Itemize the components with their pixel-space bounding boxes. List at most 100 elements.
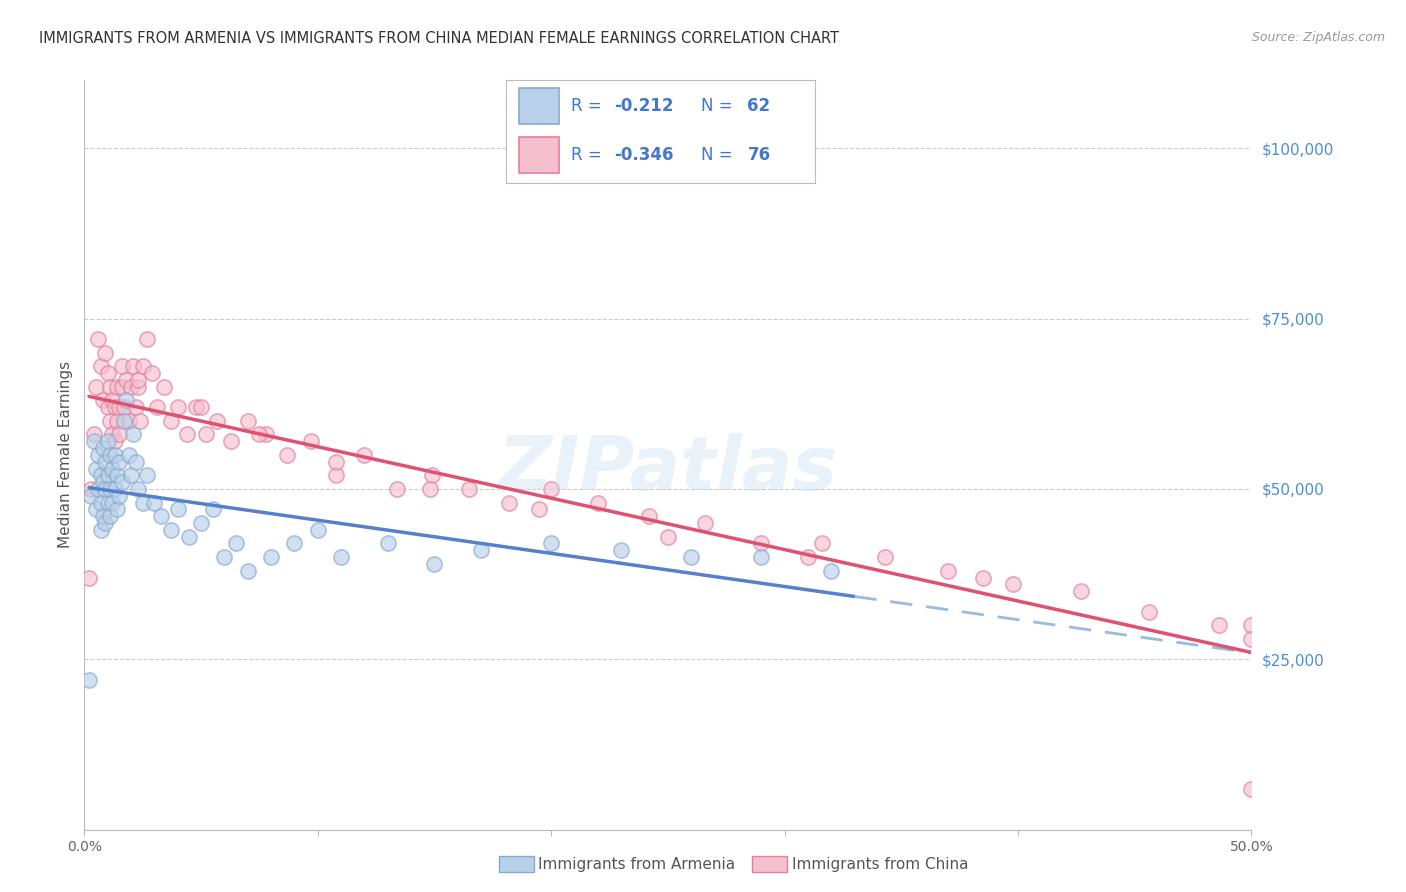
Point: [610, 543, 633, 558]
Point: [94, 516, 117, 530]
Point: [98, 448, 121, 462]
Text: 62: 62: [748, 97, 770, 115]
Point: [214, 550, 236, 565]
Point: [105, 502, 128, 516]
Point: [87, 332, 110, 346]
Point: [873, 550, 896, 565]
FancyBboxPatch shape: [519, 88, 558, 124]
Point: [249, 427, 271, 442]
Text: Immigrants from Armenia: Immigrants from Armenia: [538, 857, 735, 871]
Point: [105, 468, 128, 483]
Point: [77, 673, 100, 687]
Point: [108, 489, 131, 503]
Point: [108, 455, 131, 469]
Point: [681, 550, 703, 565]
Point: [1240, 781, 1263, 796]
Point: [936, 564, 959, 578]
Point: [749, 550, 772, 565]
Point: [104, 434, 127, 449]
Text: 76: 76: [748, 145, 770, 163]
Point: [423, 557, 446, 571]
Point: [470, 543, 492, 558]
Point: [529, 502, 551, 516]
Point: [97, 401, 120, 415]
Text: -0.346: -0.346: [614, 145, 673, 163]
Point: [122, 359, 145, 374]
Point: [159, 523, 181, 537]
Point: [159, 414, 181, 428]
Point: [299, 434, 322, 449]
Point: [118, 414, 141, 428]
Text: -0.212: -0.212: [614, 97, 673, 115]
Point: [127, 373, 149, 387]
Point: [111, 475, 134, 490]
Point: [97, 366, 120, 380]
Text: Immigrants from China: Immigrants from China: [792, 857, 969, 871]
Point: [498, 495, 520, 509]
Point: [201, 502, 224, 516]
Point: [91, 393, 114, 408]
Point: [1137, 605, 1160, 619]
Point: [108, 401, 131, 415]
Point: [97, 434, 120, 449]
Point: [540, 482, 562, 496]
Point: [186, 401, 208, 415]
Point: [87, 482, 110, 496]
Point: [207, 414, 229, 428]
Point: [83, 427, 105, 442]
Point: [125, 455, 148, 469]
Point: [221, 434, 243, 449]
Point: [84, 380, 107, 394]
Point: [94, 482, 117, 496]
Point: [118, 448, 141, 462]
Point: [236, 564, 259, 578]
Point: [325, 455, 347, 469]
Point: [797, 550, 820, 565]
Point: [105, 414, 128, 428]
Point: [132, 495, 155, 509]
Point: [127, 482, 149, 496]
Text: N =: N =: [702, 97, 738, 115]
Point: [1208, 618, 1230, 632]
Point: [143, 495, 166, 509]
Point: [132, 359, 155, 374]
Point: [141, 366, 163, 380]
Point: [194, 427, 217, 442]
Text: ZIPatlas: ZIPatlas: [498, 434, 838, 507]
Point: [749, 536, 772, 550]
Text: R =: R =: [571, 97, 607, 115]
Point: [90, 468, 112, 483]
Point: [127, 380, 149, 394]
Point: [84, 461, 107, 475]
Point: [166, 401, 188, 415]
Point: [94, 345, 117, 359]
Point: [152, 380, 174, 394]
Point: [101, 427, 124, 442]
Point: [260, 550, 283, 565]
Point: [1002, 577, 1025, 591]
Point: [419, 482, 441, 496]
Point: [101, 495, 124, 509]
Point: [385, 482, 408, 496]
Point: [83, 434, 105, 449]
Point: [104, 482, 127, 496]
Point: [101, 461, 124, 475]
Point: [87, 448, 110, 462]
Point: [112, 401, 135, 415]
Point: [353, 448, 375, 462]
Point: [111, 380, 134, 394]
Point: [108, 427, 131, 442]
Text: IMMIGRANTS FROM ARMENIA VS IMMIGRANTS FROM CHINA MEDIAN FEMALE EARNINGS CORRELAT: IMMIGRANTS FROM ARMENIA VS IMMIGRANTS FR…: [39, 31, 839, 46]
Point: [540, 536, 562, 550]
Point: [377, 536, 399, 550]
Point: [91, 441, 114, 455]
Point: [105, 380, 128, 394]
Point: [115, 373, 138, 387]
Point: [101, 393, 124, 408]
Point: [98, 414, 121, 428]
Point: [325, 468, 347, 483]
Point: [225, 536, 247, 550]
Point: [307, 523, 329, 537]
Point: [84, 502, 107, 516]
Point: [120, 468, 142, 483]
